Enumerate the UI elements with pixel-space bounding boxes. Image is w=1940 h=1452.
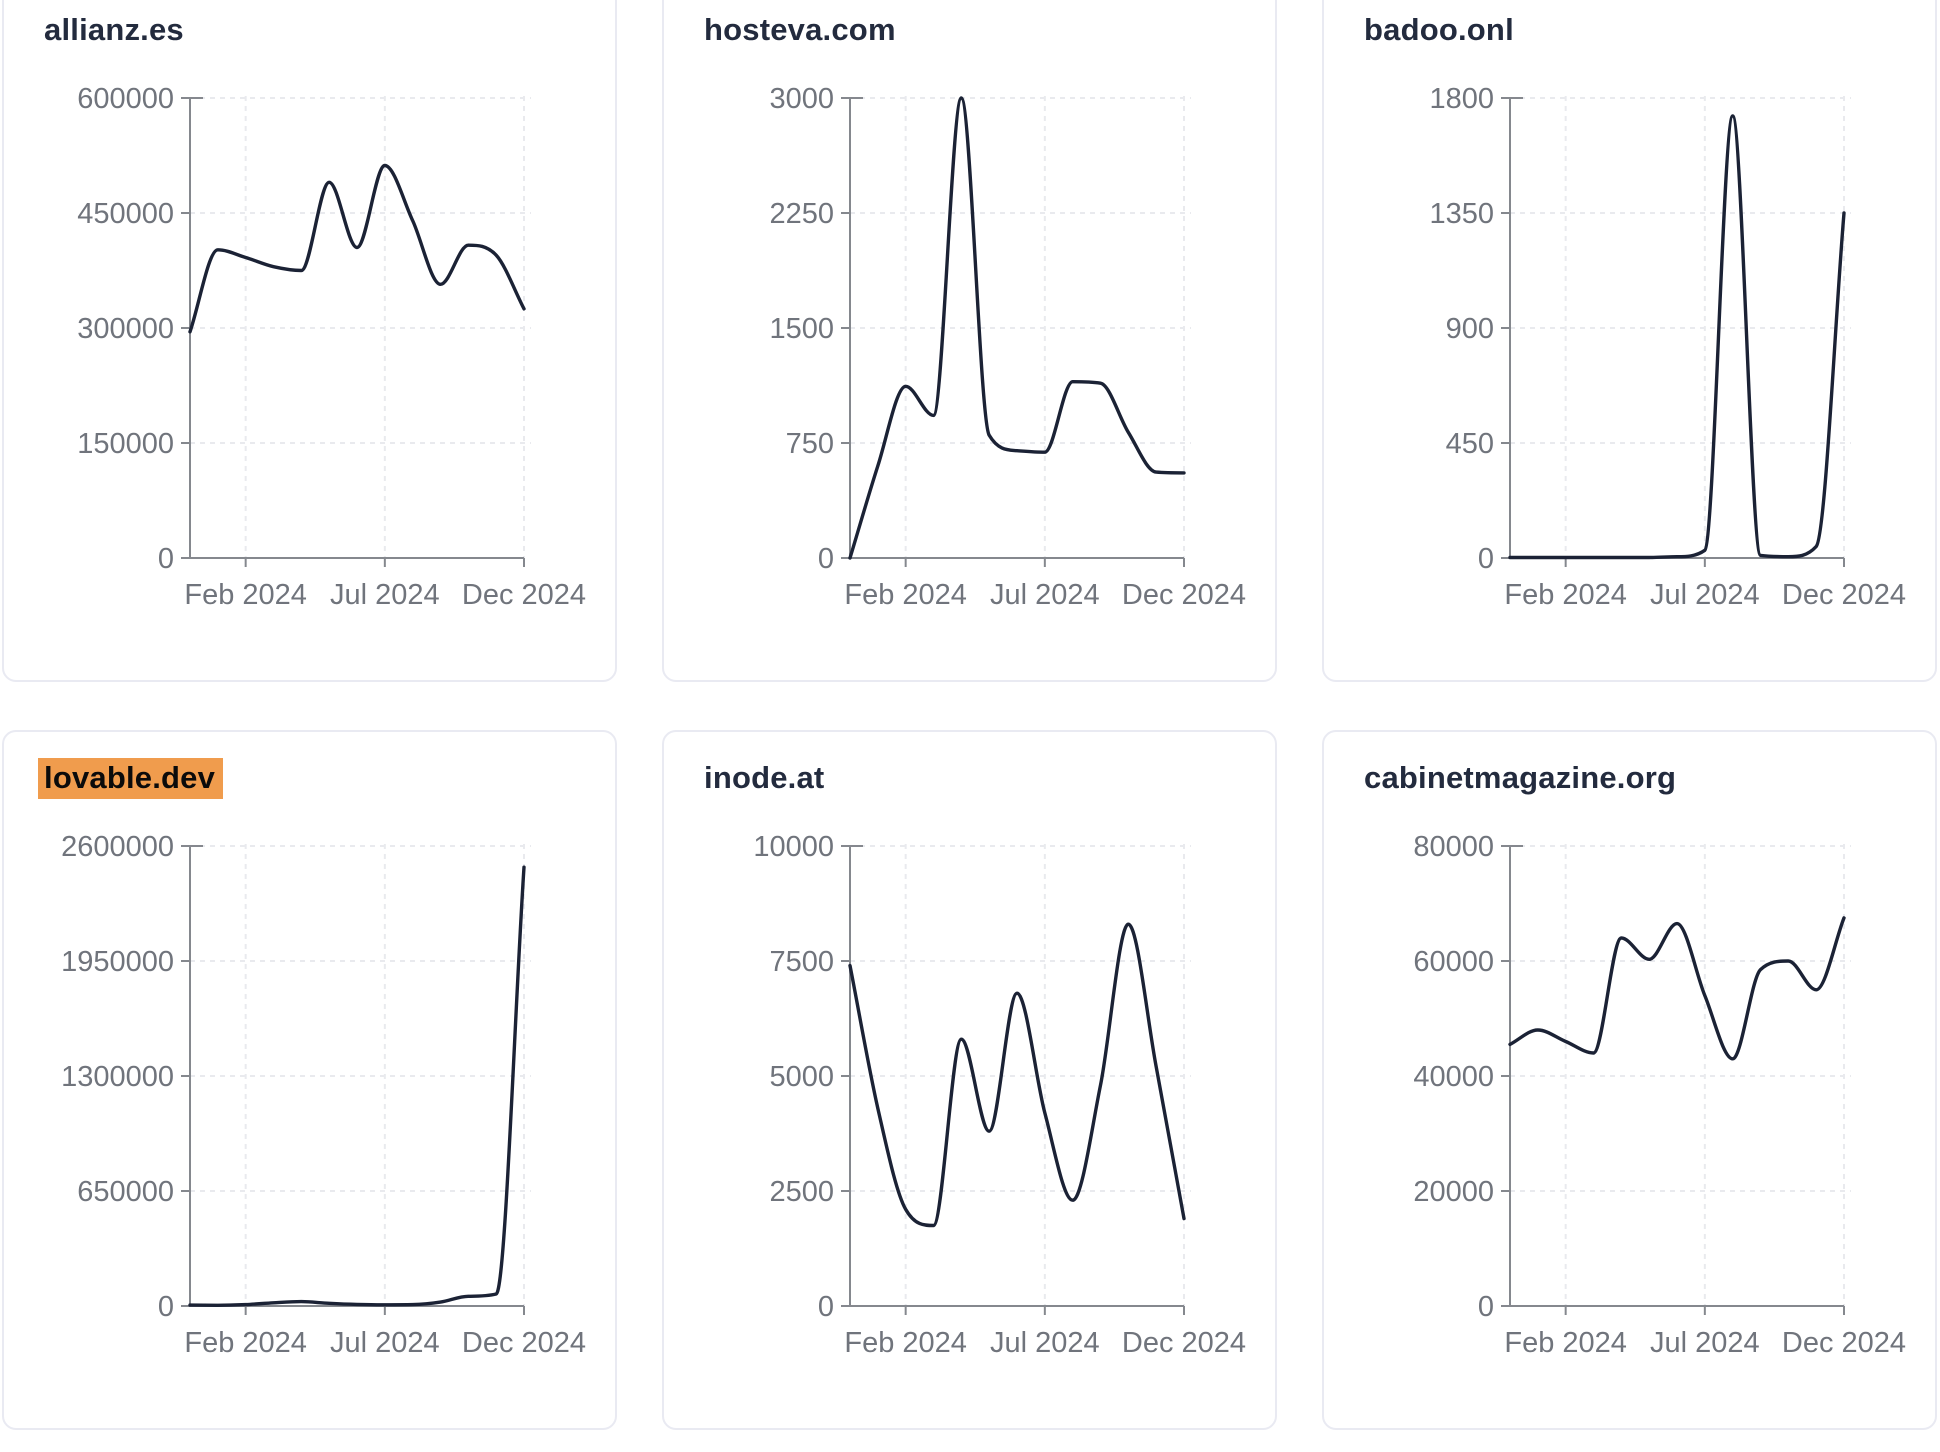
y-tick-label: 750: [786, 428, 834, 460]
chart-title: lovable.dev: [38, 758, 224, 799]
x-tick-label: Dec 2024: [1122, 1327, 1246, 1359]
axes: [181, 845, 525, 1315]
x-tick-label: Dec 2024: [462, 1327, 586, 1359]
series-line: [1508, 916, 1846, 1061]
chart-canvas[interactable]: 0 150000 300000 450000 600000 Feb 2024 Jul 202…: [4, 68, 619, 628]
y-tick-label: 1350: [1429, 198, 1494, 230]
x-tick-label: Feb 2024: [1504, 579, 1627, 611]
series-line: [188, 865, 526, 1307]
tick-labels: 0 450 900 1350 1800 Feb 2024 Jul 2024 Dec 2024: [1429, 83, 1906, 611]
tick-labels: 0 20000 40000 60000 80000 Feb 2024 Jul 2024 Dec…: [1413, 831, 1906, 1359]
series-line: [188, 163, 526, 334]
x-tick-label: Feb 2024: [844, 1327, 967, 1359]
y-tick-label: 0: [818, 543, 834, 575]
chart-title: inode.at: [704, 760, 824, 796]
chart-canvas[interactable]: 0 2500 5000 7500 10000 Feb 2024 Jul 2024 Dec 20…: [664, 816, 1279, 1376]
axes: [181, 97, 525, 567]
chart-title-text: badoo.onl: [1364, 12, 1514, 47]
y-tick-label: 0: [818, 1291, 834, 1323]
chart-card[interactable]: hosteva.com 0 750 1500 2250 3000 Feb 2024 Jul …: [662, 0, 1277, 682]
chart-title: allianz.es: [44, 12, 184, 48]
y-tick-label: 2600000: [61, 831, 174, 863]
axes: [841, 845, 1185, 1315]
y-tick-label: 450000: [77, 198, 174, 230]
chart-canvas[interactable]: 0 450 900 1350 1800 Feb 2024 Jul 2024 Dec 2024: [1324, 68, 1939, 628]
y-tick-label: 40000: [1413, 1061, 1494, 1093]
x-tick-label: Feb 2024: [1504, 1327, 1627, 1359]
chart-card[interactable]: cabinetmagazine.org 0 20000 40000 60000 8000…: [1322, 730, 1937, 1430]
y-tick-label: 450: [1446, 428, 1494, 460]
x-tick-label: Dec 2024: [1782, 579, 1906, 611]
chart-title: hosteva.com: [704, 12, 896, 48]
y-tick-label: 7500: [769, 946, 834, 978]
y-tick-label: 1300000: [61, 1061, 174, 1093]
x-tick-label: Dec 2024: [1122, 579, 1246, 611]
y-tick-label: 3000: [769, 83, 834, 115]
gridlines: [1510, 844, 1851, 1306]
chart-title-text: inode.at: [704, 760, 825, 795]
y-tick-label: 1500: [769, 313, 834, 345]
chart-title-text: allianz.es: [44, 12, 184, 47]
x-tick-label: Jul 2024: [330, 579, 440, 611]
chart-title-text: lovable.dev: [38, 758, 224, 799]
series-line: [848, 922, 1186, 1228]
gridlines: [850, 96, 1191, 558]
y-tick-label: 0: [158, 1291, 174, 1323]
y-tick-label: 1800: [1429, 83, 1494, 115]
chart-card[interactable]: inode.at 0 2500 5000 7500 10000 Feb 2024 Jul 2…: [662, 730, 1277, 1430]
chart-canvas[interactable]: 0 750 1500 2250 3000 Feb 2024 Jul 2024 Dec 2024: [664, 68, 1279, 628]
tick-labels: 0 750 1500 2250 3000 Feb 2024 Jul 2024 Dec 2024: [769, 83, 1246, 611]
y-tick-label: 0: [1478, 543, 1494, 575]
axes: [1501, 97, 1845, 567]
y-tick-label: 2250: [769, 198, 834, 230]
y-tick-label: 80000: [1413, 831, 1494, 863]
gridlines: [190, 844, 531, 1306]
chart-card[interactable]: lovable.dev 0 650000 1300000 1950000 2600000…: [2, 730, 617, 1430]
x-tick-label: Feb 2024: [184, 1327, 307, 1359]
chart-title: cabinetmagazine.org: [1364, 760, 1676, 796]
y-tick-label: 1950000: [61, 946, 174, 978]
y-tick-label: 0: [158, 543, 174, 575]
chart-canvas[interactable]: 0 650000 1300000 1950000 2600000 Feb 2024 Jul …: [4, 816, 619, 1376]
chart-card[interactable]: badoo.onl 0 450 900 1350 1800 Feb 2024 Jul 202…: [1322, 0, 1937, 682]
gridlines: [190, 96, 531, 558]
gridlines: [850, 844, 1191, 1306]
chart-card[interactable]: allianz.es 0 150000 300000 450000 600000 Feb …: [2, 0, 617, 682]
gridlines: [1510, 96, 1851, 558]
chart-canvas[interactable]: 0 20000 40000 60000 80000 Feb 2024 Jul 2024 Dec…: [1324, 816, 1939, 1376]
x-tick-label: Jul 2024: [330, 1327, 440, 1359]
chart-title-text: hosteva.com: [704, 12, 896, 47]
chart-title: badoo.onl: [1364, 12, 1514, 48]
x-tick-label: Jul 2024: [1650, 1327, 1760, 1359]
tick-labels: 0 150000 300000 450000 600000 Feb 2024 Jul 202…: [77, 83, 586, 611]
y-tick-label: 10000: [753, 831, 834, 863]
chart-title-text: cabinetmagazine.org: [1364, 760, 1677, 795]
y-tick-label: 150000: [77, 428, 174, 460]
x-tick-label: Feb 2024: [184, 579, 307, 611]
y-tick-label: 2500: [769, 1176, 834, 1208]
y-tick-label: 0: [1478, 1291, 1494, 1323]
y-tick-label: 5000: [769, 1061, 834, 1093]
y-tick-label: 650000: [77, 1176, 174, 1208]
series-line: [1508, 114, 1846, 560]
y-tick-label: 20000: [1413, 1176, 1494, 1208]
tick-labels: 0 2500 5000 7500 10000 Feb 2024 Jul 2024 Dec 20…: [753, 831, 1246, 1359]
x-tick-label: Jul 2024: [1650, 579, 1760, 611]
x-tick-label: Jul 2024: [990, 1327, 1100, 1359]
axes: [841, 97, 1185, 567]
x-tick-label: Dec 2024: [1782, 1327, 1906, 1359]
series-line: [848, 96, 1186, 560]
y-tick-label: 60000: [1413, 946, 1494, 978]
axes: [1501, 845, 1845, 1315]
x-tick-label: Dec 2024: [462, 579, 586, 611]
tick-labels: 0 650000 1300000 1950000 2600000 Feb 2024 Jul …: [61, 831, 586, 1359]
x-tick-label: Jul 2024: [990, 579, 1100, 611]
y-tick-label: 600000: [77, 83, 174, 115]
x-tick-label: Feb 2024: [844, 579, 967, 611]
y-tick-label: 300000: [77, 313, 174, 345]
y-tick-label: 900: [1446, 313, 1494, 345]
